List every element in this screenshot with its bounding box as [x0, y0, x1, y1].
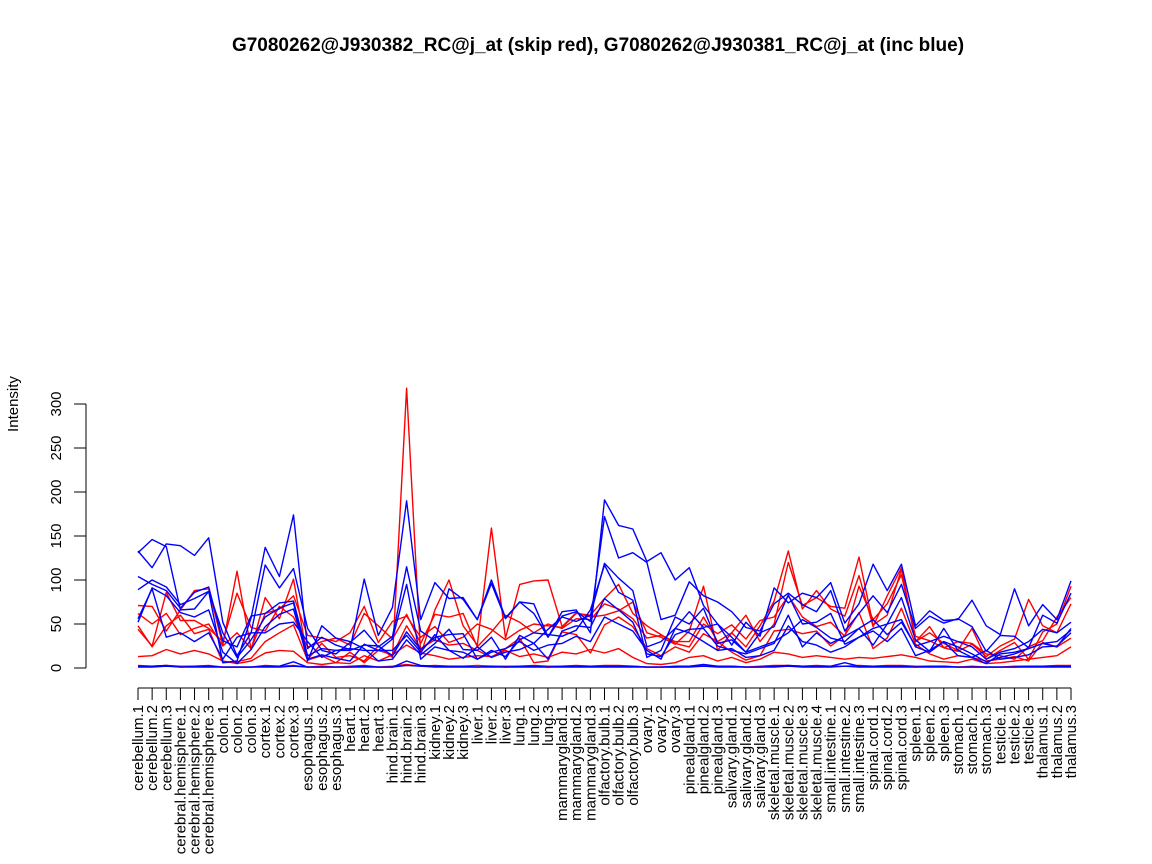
series-line-skip-5: [137, 663, 1071, 668]
x-tick-label: kidney.3: [455, 705, 472, 760]
x-tick-label: ovary.2: [653, 705, 670, 753]
x-tick-label: ovary.3: [667, 705, 684, 753]
x-tick-label: kidney.2: [441, 705, 458, 760]
x-tick-label: cerebellum.1: [130, 705, 147, 791]
x-tick-label: testicle.3: [1021, 705, 1038, 764]
x-tick-label: olfactory.bulb.3: [625, 705, 642, 806]
x-tick-label: mammarygland.3: [582, 705, 599, 821]
x-tick-label: spleen.2: [922, 705, 939, 762]
y-tick-label: 0: [48, 664, 65, 672]
series-line-skip-6: [137, 607, 1072, 664]
x-tick-label: skeletal.muscle.2: [780, 705, 797, 820]
x-tick-label: lung.3: [540, 705, 557, 746]
x-tick-label: liver.1: [469, 705, 486, 744]
x-tick-label: heart.2: [356, 705, 373, 752]
series-line-inc-14: [138, 664, 1071, 668]
x-tick-label: thalamus.2: [1049, 705, 1066, 778]
x-tick-label: lung.2: [526, 705, 543, 746]
x-tick-label: colon.1: [215, 705, 232, 753]
x-tick-label: cerebral.hemisphere.2: [187, 705, 204, 854]
y-axis-label: Intensity: [5, 376, 22, 432]
x-tick-label: spinal.cord.2: [879, 705, 896, 790]
x-axis: cerebellum.1cerebellum.2cerebellum.3cere…: [130, 687, 1080, 854]
series-line-inc-7: [137, 499, 1072, 664]
x-tick-label: thalamus.3: [1063, 705, 1080, 778]
x-tick-label: salivary.gland.1: [724, 705, 741, 808]
series-line-inc-11: [137, 587, 1072, 665]
x-tick-label: pinealgland.2: [695, 705, 712, 794]
x-tick-label: cerebral.hemisphere.1: [172, 705, 189, 854]
x-tick-label: lung.1: [512, 705, 529, 746]
x-tick-label: cortex.1: [257, 705, 274, 758]
x-tick-label: spleen.1: [908, 705, 925, 762]
x-tick-label: cerebral.hemisphere.3: [201, 705, 218, 854]
series-line-inc-12: [137, 583, 1072, 665]
y-tick-label: 250: [48, 435, 65, 460]
x-tick-label: olfactory.bulb.1: [597, 705, 614, 806]
x-tick-label: ovary.1: [639, 705, 656, 753]
series-layer: [137, 387, 1072, 668]
x-tick-label: spleen.3: [936, 705, 953, 762]
x-tick-label: spinal.cord.1: [865, 705, 882, 790]
x-tick-label: skeletal.muscle.1: [766, 705, 783, 820]
x-tick-label: small.intestine.1: [823, 705, 840, 813]
x-tick-label: kidney.1: [427, 705, 444, 760]
x-tick-label: skeletal.muscle.3: [794, 705, 811, 820]
x-tick-label: cerebellum.3: [158, 705, 175, 791]
series-line-inc-13: [138, 660, 1071, 668]
y-tick-label: 100: [48, 567, 65, 592]
x-tick-label: thalamus.1: [1035, 705, 1052, 778]
x-tick-label: hind.brain.3: [413, 705, 430, 783]
x-tick-label: testicle.1: [992, 705, 1009, 764]
chart-title: G7080262@J930382_RC@j_at (skip red), G70…: [232, 35, 964, 56]
x-tick-label: salivary.gland.3: [752, 705, 769, 808]
x-tick-label: hind.brain.2: [399, 705, 416, 783]
x-tick-label: mammarygland.1: [554, 705, 571, 821]
x-tick-label: stomach.2: [964, 705, 981, 774]
x-tick-label: pinealgland.3: [710, 705, 727, 794]
x-tick-label: esophagus.3: [328, 705, 345, 791]
x-tick-label: cerebellum.2: [144, 705, 161, 791]
x-tick-label: cortex.3: [286, 705, 303, 758]
x-tick-label: stomach.1: [950, 705, 967, 774]
x-tick-label: stomach.3: [978, 705, 995, 774]
series-line-skip-4: [137, 644, 1072, 666]
x-tick-label: small.intestine.3: [851, 705, 868, 813]
series-line-skip-2: [137, 550, 1072, 658]
x-tick-label: salivary.gland.2: [738, 705, 755, 808]
x-tick-label: cortex.2: [271, 705, 288, 758]
x-tick-label: heart.3: [370, 705, 387, 752]
x-tick-label: esophagus.2: [314, 705, 331, 791]
x-tick-label: testicle.2: [1006, 705, 1023, 764]
x-tick-label: hind.brain.1: [384, 705, 401, 783]
x-tick-label: heart.1: [342, 705, 359, 752]
y-axis: 0 50 100 150 200 250 300: [48, 391, 87, 672]
series-line-skip-1: [137, 387, 1072, 662]
x-tick-label: mammarygland.2: [568, 705, 585, 821]
x-tick-label: colon.2: [229, 705, 246, 753]
x-tick-label: olfactory.bulb.2: [611, 705, 628, 806]
x-tick-label: spinal.cord.3: [893, 705, 910, 790]
x-tick-label: skeletal.muscle.4: [809, 705, 826, 820]
x-tick-label: esophagus.1: [300, 705, 317, 791]
x-tick-label: liver.3: [498, 705, 515, 744]
y-tick-label: 300: [48, 391, 65, 416]
x-tick-label: small.intestine.2: [837, 705, 854, 813]
y-tick-label: 50: [48, 616, 65, 633]
y-tick-label: 200: [48, 479, 65, 504]
x-tick-label: liver.2: [483, 705, 500, 744]
x-tick-label: colon.3: [243, 705, 260, 753]
x-tick-label: pinealgland.1: [681, 705, 698, 794]
y-tick-label: 150: [48, 523, 65, 548]
series-line-inc-8: [137, 515, 1072, 657]
